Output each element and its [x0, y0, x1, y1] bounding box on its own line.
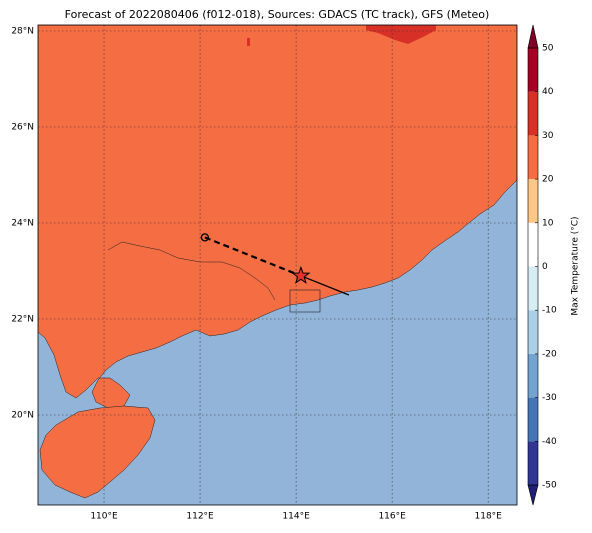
lon-label: 116°E [378, 512, 406, 522]
colorbar-tick-label: -40 [542, 437, 557, 447]
lat-label: 26°N [11, 123, 34, 133]
hot-spot [247, 38, 250, 46]
lon-label: 112°E [186, 512, 214, 522]
title: Forecast of 2022080406 (f012-018), Sourc… [65, 8, 490, 21]
colorbar-tick-label: 50 [542, 44, 554, 54]
colorbar: -50 -40 -30 -20 -10 0 10 20 30 40 50 [527, 24, 557, 506]
map-area [38, 25, 517, 505]
hainan [39, 405, 156, 499]
lon-label: 110°E [90, 512, 118, 522]
colorbar-tick-label: 10 [542, 218, 554, 228]
graticule: 20°N 22°N 24°N 26°N 28°N 110°E 112°E 114°E 116°E… [11, 25, 517, 522]
colorbar-under [527, 484, 539, 506]
tc-track [200, 233, 350, 296]
start-marker [200, 233, 210, 242]
colorbar-band [528, 441, 538, 485]
lat-label: 22°N [11, 315, 34, 325]
colorbar-tick-label: -50 [542, 481, 557, 491]
forecast-track [300, 275, 350, 296]
colorbar-tick-label: 40 [542, 87, 554, 97]
colorbar-tick-label: 30 [542, 131, 554, 141]
current-position [291, 265, 311, 284]
lat-label: 20°N [11, 411, 34, 421]
colorbar-tick-label: -10 [542, 306, 557, 316]
lat-label: 28°N [11, 27, 34, 37]
colorbar-tick-label: -20 [542, 349, 557, 359]
lat-label: 24°N [11, 219, 34, 229]
colorbar-band [528, 266, 538, 311]
lon-label: 114°E [282, 512, 310, 522]
colorbar-band [528, 91, 538, 136]
hot-patch [366, 25, 436, 44]
lon-label: 118°E [475, 512, 503, 522]
frame [37, 24, 518, 506]
colorbar-band [528, 310, 538, 354]
colorbar-tick-label: 0 [542, 262, 548, 272]
hk-box [289, 289, 321, 313]
colorbar-tick-label: 20 [542, 175, 554, 185]
colorbar-over [527, 24, 539, 49]
colorbar-band [528, 135, 538, 180]
colorbar-label: Max Temperature (°C) [571, 216, 581, 315]
colorbar-band [528, 353, 538, 398]
colorbar-band [528, 179, 538, 223]
colorbar-tick-label: -30 [542, 393, 557, 403]
colorbar-band [528, 48, 538, 92]
colorbar-band [528, 397, 538, 442]
past-track [204, 236, 302, 277]
colorbar-band [528, 222, 538, 267]
